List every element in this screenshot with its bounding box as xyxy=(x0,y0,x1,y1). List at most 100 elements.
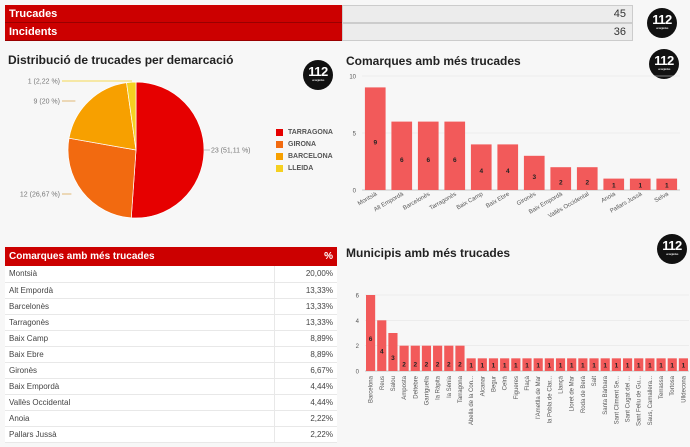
x-tick-label: l'Ametlla de Mar xyxy=(536,376,542,419)
logo-subtext: emergències xyxy=(656,26,668,30)
table-row: Barcelonès 13,33% xyxy=(5,298,337,315)
x-tick-label: Sant Cugat del ... xyxy=(626,376,632,423)
x-tick-label: Santa Bàrbara xyxy=(603,375,609,414)
bar-value-label: 2 xyxy=(425,361,429,368)
pie-slice xyxy=(68,82,137,151)
comarca-name: Alt Empordà xyxy=(5,282,275,299)
slice-label: 1 (2,22 %) xyxy=(28,79,60,86)
column-header-comarca: Comarques amb més trucades xyxy=(5,247,275,266)
bar-value-label: 1 xyxy=(514,363,518,370)
x-tick-label: Reus xyxy=(380,376,386,390)
legend-swatch xyxy=(276,141,283,148)
table-row: Montsià 20,00% xyxy=(5,266,337,283)
x-tick-label: Terrassa xyxy=(659,375,665,399)
legend-item: TARRAGONA xyxy=(276,129,333,136)
bar-value-label: 2 xyxy=(458,361,462,368)
bar-value-label: 1 xyxy=(503,363,507,370)
bar xyxy=(678,358,688,371)
bar xyxy=(634,358,644,371)
x-tick-label: Figueres xyxy=(514,376,520,399)
bar-value-label: 1 xyxy=(665,182,669,189)
bar-value-label: 2 xyxy=(413,361,417,368)
bar-value-label: 1 xyxy=(626,363,630,370)
pie-slice xyxy=(130,81,205,219)
bar xyxy=(576,167,598,190)
y-tick-label: 10 xyxy=(349,75,356,81)
summary-row-trucades: Trucades 45 xyxy=(5,5,633,23)
bar-value-label: 6 xyxy=(453,157,457,164)
x-tick-label: Llançà xyxy=(559,375,565,393)
bar-value-label: 1 xyxy=(615,363,619,370)
pie-slice xyxy=(67,137,137,219)
comarca-percent: 20,00% xyxy=(273,266,337,283)
x-tick-label: Celrà xyxy=(503,375,509,390)
bar-value-label: 4 xyxy=(380,349,384,356)
x-tick-label: Roda de Berà xyxy=(581,375,587,413)
bar-value-label: 1 xyxy=(592,363,596,370)
x-tick-label: Montsià xyxy=(357,191,379,207)
bar-value-label: 9 xyxy=(373,140,377,147)
table-row: Baix Camp 8,89% xyxy=(5,330,337,347)
comarca-percent: 2,22% xyxy=(273,410,337,427)
comarca-percent: 6,67% xyxy=(273,362,337,379)
legend-swatch xyxy=(276,165,283,172)
table-row: Vallès Occidental 4,44% xyxy=(5,394,337,411)
bar xyxy=(497,144,519,190)
comarca-percent: 2,22% xyxy=(273,426,337,443)
summary-row-incidents: Incidents 36 xyxy=(5,23,633,41)
bar xyxy=(477,358,487,371)
bar xyxy=(511,358,521,371)
legend-label: LLEIDA xyxy=(288,165,314,172)
x-tick-label: Alcanar xyxy=(480,376,486,396)
summary-label: Trucades xyxy=(5,5,342,23)
comarca-name: Baix Camp xyxy=(5,330,275,347)
x-tick-label: Flaçà xyxy=(525,375,531,390)
logo-112: 112 emergències xyxy=(303,60,333,90)
x-tick-label: Abella de la Con... xyxy=(469,376,475,425)
comarca-name: Montsià xyxy=(5,266,275,283)
bar-value-label: 3 xyxy=(532,174,536,181)
y-tick-label: 5 xyxy=(353,132,357,138)
bar-value-label: 2 xyxy=(559,180,563,187)
bar-value-label: 1 xyxy=(525,363,529,370)
bar-value-label: 6 xyxy=(400,157,404,164)
comarca-name: Anoia xyxy=(5,410,275,427)
comarca-percent: 8,89% xyxy=(273,346,337,363)
x-tick-label: Sant Feliu de Gu... xyxy=(637,376,643,426)
bar xyxy=(555,358,566,371)
comarca-name: Gironès xyxy=(5,362,275,379)
logo-subtext: emergències xyxy=(666,252,678,256)
comarca-name: Baix Ebre xyxy=(5,346,275,363)
bar xyxy=(656,358,666,371)
x-tick-label: Barcelona xyxy=(369,375,375,403)
y-tick-label: 4 xyxy=(356,319,360,325)
logo-112: 112 emergències xyxy=(657,234,687,264)
bar xyxy=(388,333,398,371)
x-tick-label: Sant Climent Se... xyxy=(614,376,620,425)
bar xyxy=(600,358,610,371)
slice-label: 12 (26,67 %) xyxy=(20,192,60,199)
x-tick-label: Amposta xyxy=(402,375,408,399)
x-tick-label: Salt xyxy=(592,376,598,387)
y-tick-label: 2 xyxy=(356,344,360,350)
bar-value-label: 1 xyxy=(638,182,642,189)
legend-label: BARCELONA xyxy=(288,153,333,160)
legend-label: TARRAGONA xyxy=(288,129,333,136)
x-tick-label: Gironès xyxy=(516,192,537,208)
table-row: Anoia 2,22% xyxy=(5,410,337,427)
logo-subtext: emergències xyxy=(658,67,670,71)
bar-value-label: 1 xyxy=(659,363,663,370)
bar-value-label: 2 xyxy=(436,361,440,368)
pie-chart: 23 (51,11 %) 12 (26,67 %) 9 (20 %) 1 (2,22 … xyxy=(20,79,251,219)
bar xyxy=(656,178,678,190)
x-tick-label: Baix Ebre xyxy=(485,191,511,210)
bar-value-label: 6 xyxy=(369,336,373,343)
legend-item: BARCELONA xyxy=(276,153,333,160)
bar-value-label: 1 xyxy=(480,363,484,370)
bar xyxy=(466,358,476,371)
bar xyxy=(667,358,677,371)
x-tick-label: Tarragona xyxy=(458,375,464,403)
bar-value-label: 2 xyxy=(447,361,451,368)
municipis-chart-title: Municipis amb més trucades xyxy=(346,246,511,260)
logo-text: 112 xyxy=(308,64,328,79)
